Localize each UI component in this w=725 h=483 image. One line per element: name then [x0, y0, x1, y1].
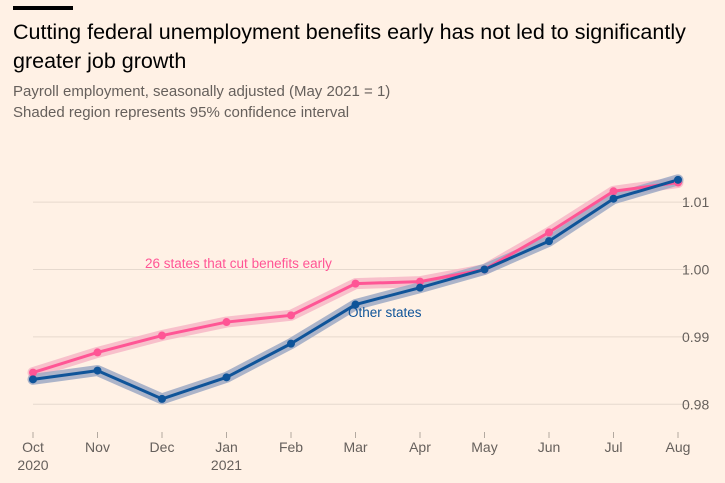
x-tick-label: May: [471, 439, 497, 455]
data-point: [545, 237, 553, 246]
x-axis: Oct 2020 Nov Dec Jan 2021 Feb Mar Apr May Jun Jul Au…: [17, 432, 690, 473]
data-point: [351, 279, 360, 288]
data-point: [29, 368, 37, 377]
subtitle-units: Payroll employment, seasonally adjusted …: [13, 83, 391, 100]
data-point: [93, 366, 102, 375]
x-tick-label: Jan: [215, 439, 238, 455]
x-tick-label: Oct: [22, 439, 44, 455]
y-tick-label: 0.99: [682, 329, 709, 345]
data-point: [158, 394, 166, 403]
data-point: [93, 348, 102, 357]
data-point: [416, 283, 424, 292]
data-point: [416, 277, 424, 286]
x-tick-label: Feb: [279, 439, 303, 455]
x-tick-year-label: 2020: [17, 457, 48, 473]
x-tick-label: Dec: [150, 439, 175, 455]
label-cut-early-states: 26 states that cut benefits early: [145, 256, 332, 271]
data-point: [609, 194, 618, 203]
x-tick-label: Jun: [538, 439, 561, 455]
data-point: [287, 339, 295, 348]
data-point: [222, 373, 231, 382]
x-tick-label: Jul: [605, 439, 623, 455]
data-point: [609, 187, 618, 196]
label-other-states: Other states: [348, 305, 422, 320]
series-line: [32, 181, 679, 375]
data-point: [480, 265, 489, 274]
y-axis: 0.98 0.99 1.00 1.01: [682, 194, 709, 412]
gridlines: [33, 201, 690, 405]
title-accent-bar: [13, 6, 73, 10]
data-point: [287, 311, 295, 320]
data-point: [351, 300, 360, 309]
x-tick-label: Nov: [85, 439, 110, 455]
data-point: [674, 175, 682, 184]
x-tick-label: Aug: [666, 439, 691, 455]
x-tick-year-label: 2021: [211, 457, 242, 473]
chart-subtitle: Payroll employment, seasonally adjusted …: [13, 81, 703, 123]
chart-title: Cutting federal unemployment benefits ea…: [13, 20, 686, 73]
data-point: [158, 331, 166, 340]
data-point: [29, 375, 37, 384]
subtitle-note: Shaded region represents 95% confidence …: [13, 104, 350, 121]
series-points: [29, 175, 682, 403]
y-tick-label: 1.01: [682, 194, 709, 210]
x-tick-label: Apr: [409, 439, 431, 455]
y-tick-label: 1.00: [682, 261, 709, 277]
data-point: [222, 318, 231, 327]
x-tick-label: Mar: [343, 439, 367, 455]
data-point: [545, 228, 553, 237]
y-tick-label: 0.98: [682, 396, 709, 412]
